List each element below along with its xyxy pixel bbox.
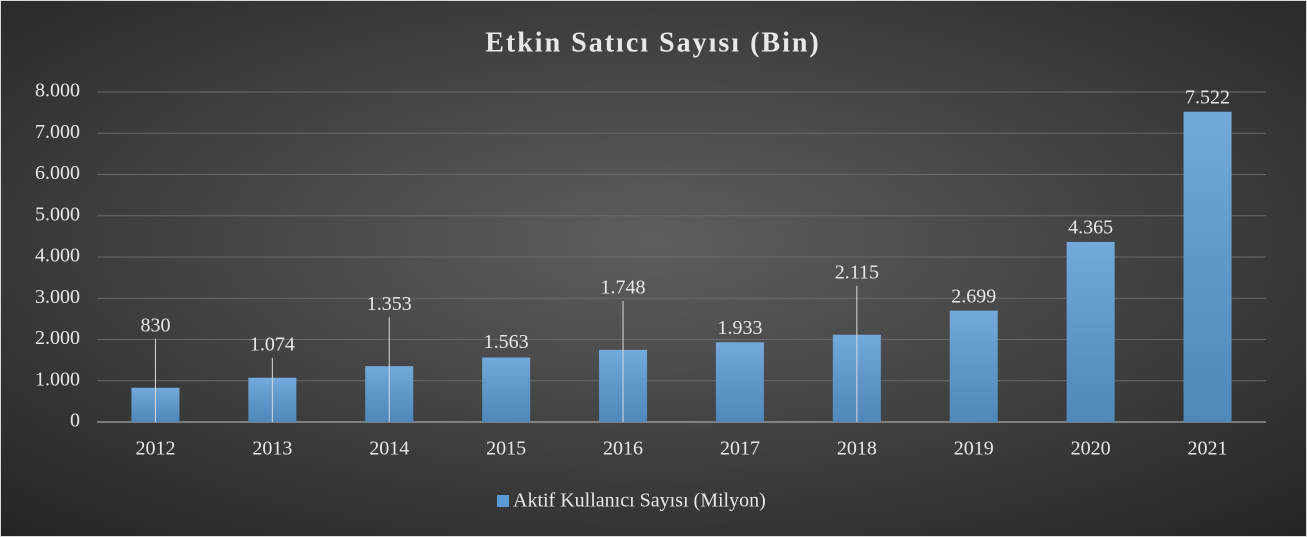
x-tick-label: 2012 xyxy=(135,438,175,460)
x-tick-label: 2018 xyxy=(837,438,877,460)
x-tick-label: 2015 xyxy=(486,438,526,460)
data-label: 2.699 xyxy=(951,285,996,307)
y-tick-label: 2.000 xyxy=(35,327,80,349)
x-tick-label: 2021 xyxy=(1188,438,1228,460)
legend-swatch xyxy=(497,495,509,507)
x-tick-label: 2017 xyxy=(720,438,760,460)
x-tick-label: 2013 xyxy=(252,438,292,460)
y-tick-label: 0 xyxy=(70,410,80,432)
y-tick-label: 6.000 xyxy=(35,162,80,184)
bar-shade xyxy=(482,357,531,422)
chart-title: Etkin Satıcı Sayısı (Bin) xyxy=(485,27,821,58)
bar-shade xyxy=(949,310,998,422)
y-tick-label: 4.000 xyxy=(35,245,80,267)
data-label: 830 xyxy=(140,314,170,336)
x-tick-label: 2014 xyxy=(369,438,409,460)
data-label: 1.933 xyxy=(717,317,762,339)
bar-shade xyxy=(1183,111,1232,422)
x-tick-label: 2019 xyxy=(954,438,994,460)
bar-shade xyxy=(1066,241,1115,422)
y-tick-label: 3.000 xyxy=(35,286,80,308)
data-label: 1.074 xyxy=(250,333,295,355)
y-tick-label: 5.000 xyxy=(35,203,80,225)
data-label: 1.353 xyxy=(367,293,412,315)
legend-label: Aktif Kullanıcı Sayısı (Milyon) xyxy=(513,490,766,512)
y-tick-label: 1.000 xyxy=(35,368,80,390)
data-label: 2.115 xyxy=(835,261,879,283)
y-tick-label: 8.000 xyxy=(35,80,80,102)
y-tick-label: 7.000 xyxy=(35,121,80,143)
bar-shade xyxy=(715,342,764,422)
data-label: 1.748 xyxy=(601,276,646,298)
x-tick-label: 2016 xyxy=(603,438,643,460)
data-label: 4.365 xyxy=(1068,217,1113,239)
data-label: 1.563 xyxy=(484,331,529,353)
data-label: 7.522 xyxy=(1185,86,1230,108)
x-tick-label: 2020 xyxy=(1071,438,1111,460)
